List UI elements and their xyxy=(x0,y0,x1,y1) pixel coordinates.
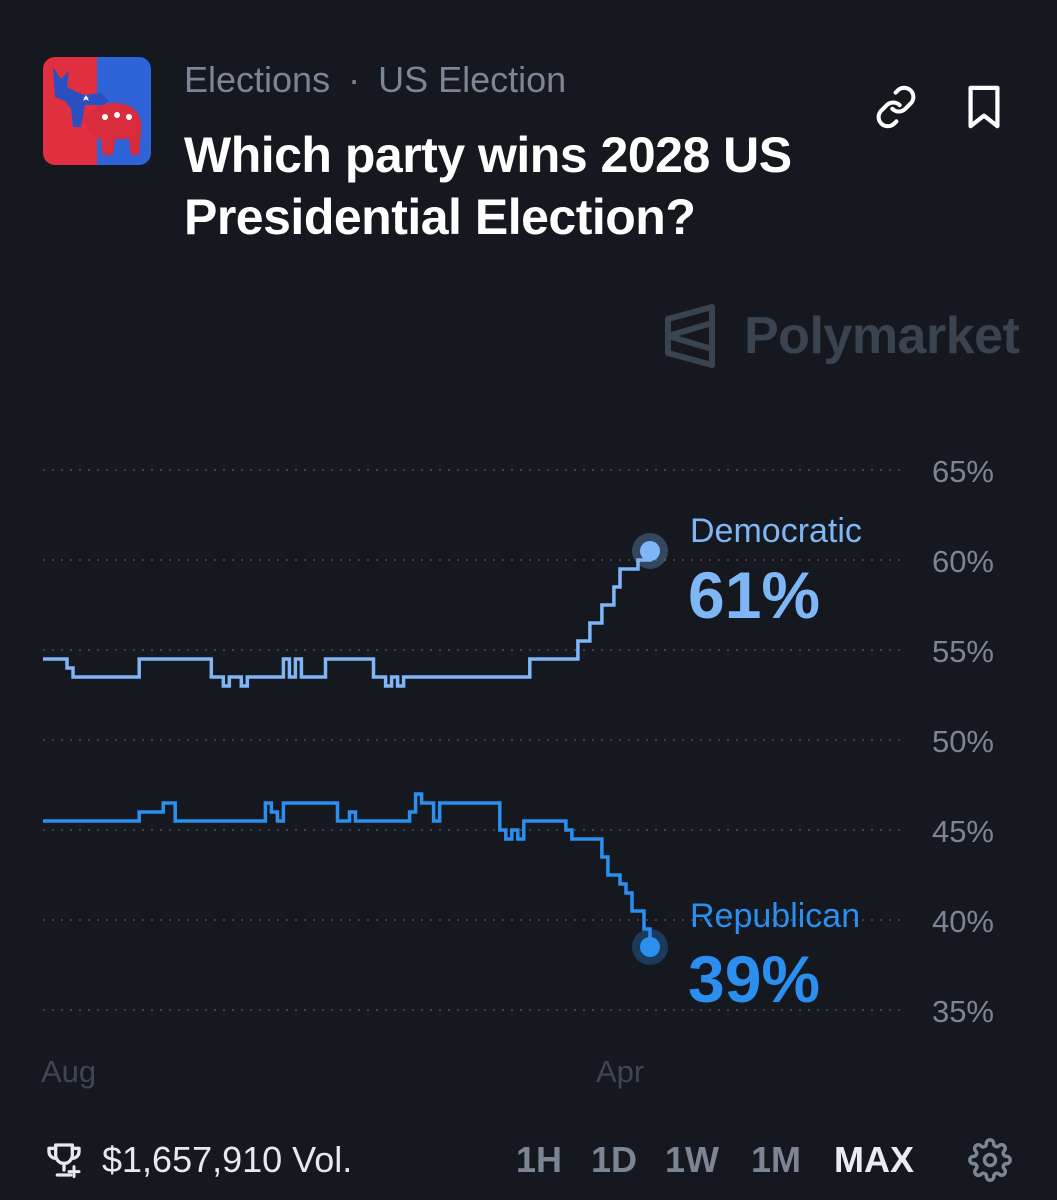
series-value-label: 39% xyxy=(688,942,820,1016)
endpoint-dot xyxy=(640,937,660,957)
link-icon xyxy=(876,85,916,129)
series-line xyxy=(43,792,652,947)
x-tick-label: Apr xyxy=(596,1054,644,1089)
party-donkey-elephant-icon xyxy=(43,57,151,165)
range-max-button[interactable]: MAX xyxy=(834,1139,914,1180)
volume-text: $1,657,910 Vol. xyxy=(102,1139,353,1180)
bookmark-button[interactable] xyxy=(956,79,1012,135)
trophy-icon xyxy=(47,1143,81,1179)
x-tick-label: Aug xyxy=(41,1054,96,1089)
range-1m-button[interactable]: 1M xyxy=(751,1139,802,1180)
y-tick-label: 35% xyxy=(932,994,994,1029)
watermark-text: Polymarket xyxy=(744,307,1020,365)
series-name-label: Democratic xyxy=(690,512,862,550)
breadcrumb-separator: · xyxy=(348,59,361,100)
footer-bar: $1,657,910 Vol. 1H 1D 1W 1M MAX xyxy=(0,1130,1057,1190)
chart-settings-button[interactable] xyxy=(962,1132,1018,1188)
range-1d-button[interactable]: 1D xyxy=(591,1139,638,1180)
series-value-label: 61% xyxy=(688,558,820,632)
endpoint-dot xyxy=(640,541,660,561)
y-tick-label: 50% xyxy=(932,724,994,759)
range-1w-button[interactable]: 1W xyxy=(665,1139,719,1180)
y-tick-label: 40% xyxy=(932,904,994,939)
y-tick-label: 65% xyxy=(932,454,994,489)
y-tick-label: 60% xyxy=(932,544,994,579)
polymarket-watermark: Polymarket xyxy=(662,302,1020,370)
polymarket-logo-icon xyxy=(665,304,715,368)
y-tick-label: 45% xyxy=(932,814,994,849)
copy-link-button[interactable] xyxy=(868,79,924,135)
price-chart[interactable]: 65% 60% 55% 50% 45% 40% 35% Aug Apr Democratic 61%… xyxy=(0,430,1057,1100)
volume-info: $1,657,910 Vol. xyxy=(44,1138,352,1182)
market-icon xyxy=(43,57,151,165)
series-name-label: Republican xyxy=(690,897,860,935)
breadcrumb-subcategory[interactable]: US Election xyxy=(378,59,567,100)
breadcrumb: Elections · US Election xyxy=(184,58,566,102)
gear-icon xyxy=(968,1138,1012,1182)
range-1h-button[interactable]: 1H xyxy=(516,1139,563,1180)
page-title: Which party wins 2028 US Presidential El… xyxy=(184,127,792,245)
y-tick-label: 55% xyxy=(932,634,994,669)
breadcrumb-category[interactable]: Elections xyxy=(184,59,331,100)
series-line xyxy=(43,551,652,688)
bookmark-icon xyxy=(968,85,1000,129)
